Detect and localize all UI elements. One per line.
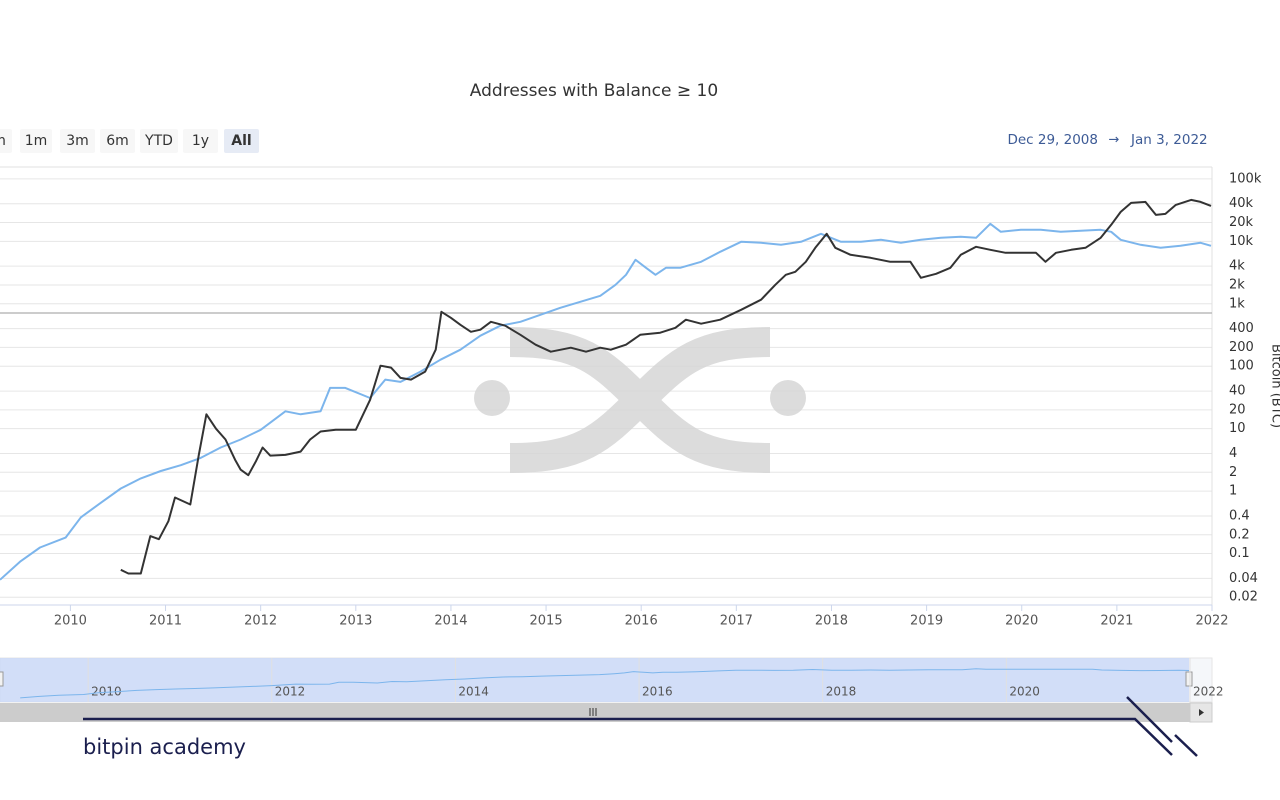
y-tick-label: 100k <box>1229 171 1262 186</box>
navigator-tick-label: 2022 <box>1193 685 1224 699</box>
x-tick-label: 2015 <box>530 614 563 629</box>
navigator-handle[interactable] <box>1185 671 1193 687</box>
range-button[interactable] <box>183 129 218 153</box>
y-tick-label: 10k <box>1229 234 1254 249</box>
navigator-selection[interactable] <box>0 658 1189 702</box>
y-tick-label: 4k <box>1229 259 1245 274</box>
x-tick-label: 2011 <box>149 614 182 629</box>
y-tick-label: 400 <box>1229 321 1254 336</box>
watermark-logo <box>474 327 806 473</box>
date-to: Jan 3, 2022 <box>1130 132 1208 148</box>
x-tick-label: 2014 <box>434 614 467 629</box>
date-from: Dec 29, 2008 <box>1007 132 1098 148</box>
range-button-label: YTD <box>144 133 173 149</box>
y-tick-label: 2 <box>1229 465 1237 480</box>
navigator-line <box>20 668 1190 699</box>
y-tick-label: 0.4 <box>1229 508 1250 523</box>
x-tick-label: 2020 <box>1005 614 1038 629</box>
x-tick-label: 2013 <box>339 614 372 629</box>
navigator-tick-label: 2012 <box>275 685 306 699</box>
navigator-tick-label: 2018 <box>826 685 857 699</box>
y-tick-label: 10 <box>1229 421 1246 436</box>
navigator-tick-label: 2010 <box>91 685 122 699</box>
y-tick-label: 4 <box>1229 446 1237 461</box>
range-button[interactable] <box>20 129 52 153</box>
navigator-tick-label: 2020 <box>1009 685 1040 699</box>
y-tick-label: 20 <box>1229 402 1246 417</box>
range-button-label: All <box>231 133 251 149</box>
scrollbar-arrow <box>1199 709 1204 716</box>
y-tick-label: 1k <box>1229 296 1245 311</box>
x-tick-label: 2016 <box>625 614 658 629</box>
watermark-text: bitpin academy <box>83 735 246 759</box>
y-tick-label: 40 <box>1229 384 1246 399</box>
data-line <box>120 198 1212 575</box>
navigator-handle[interactable] <box>0 671 4 687</box>
scrollbar-thumb[interactable] <box>0 703 1190 722</box>
y-tick-label: 0.04 <box>1229 571 1258 586</box>
range-button-label: 1m <box>25 133 48 149</box>
scrollbar-grip <box>589 708 597 716</box>
y-tick-label: 0.2 <box>1229 527 1250 542</box>
logo-dot <box>770 380 806 416</box>
range-button-label: 6m <box>106 133 129 149</box>
range-button-label: 1y <box>192 133 209 149</box>
range-button-label: 3m <box>66 133 89 149</box>
x-tick-label: 2012 <box>244 614 277 629</box>
x-tick-label: 2022 <box>1195 614 1228 629</box>
range-button[interactable] <box>0 129 12 153</box>
y-tick-label: 100 <box>1229 359 1254 374</box>
logo-dot <box>474 380 510 416</box>
navigator-tick-label: 2016 <box>642 685 673 699</box>
logo-stroke <box>509 327 771 473</box>
brand-line <box>83 717 1173 756</box>
y-tick-label: 200 <box>1229 340 1254 355</box>
grid <box>0 178 1212 598</box>
range-button[interactable] <box>140 129 178 153</box>
y-tick-label: 0.02 <box>1229 590 1258 605</box>
x-tick-label: 2021 <box>1100 614 1133 629</box>
brand-lines <box>83 696 1198 757</box>
navigator-tick-label: 2014 <box>458 685 489 699</box>
range-button-label: m <box>0 133 6 149</box>
y-axis-title: Bitcoin (BTC) <box>1269 344 1280 428</box>
range-button[interactable] <box>224 129 259 153</box>
range-button[interactable] <box>60 129 95 153</box>
date-arrow: → <box>1109 133 1120 148</box>
chart-title: Addresses with Balance ≥ 10 <box>470 81 718 101</box>
x-tick-label: 2010 <box>54 614 87 629</box>
y-tick-label: 2k <box>1229 277 1245 292</box>
data-line <box>0 222 1212 581</box>
y-tick-label: 40k <box>1229 196 1254 211</box>
y-tick-label: 20k <box>1229 215 1254 230</box>
x-tick-label: 2019 <box>910 614 943 629</box>
y-tick-label: 0.1 <box>1229 546 1250 561</box>
x-tick-label: 2018 <box>815 614 848 629</box>
y-tick-label: 1 <box>1229 484 1237 499</box>
brand-line <box>1126 696 1173 743</box>
range-button[interactable] <box>100 129 135 153</box>
x-tick-label: 2017 <box>720 614 753 629</box>
brand-line <box>1174 734 1198 757</box>
